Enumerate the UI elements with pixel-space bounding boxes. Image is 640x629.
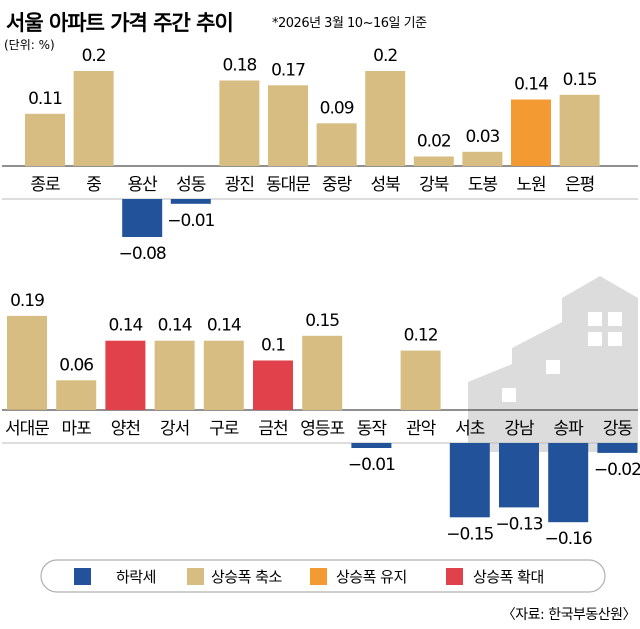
category-label-송파: 송파 — [554, 419, 585, 439]
category-label-중랑: 중랑 — [322, 175, 353, 195]
value-label-동대문: 0.17 — [271, 60, 305, 80]
value-label-중: 0.2 — [82, 46, 106, 66]
bar-성동 — [170, 199, 211, 204]
bar-중랑 — [316, 123, 357, 167]
value-label-영등포: 0.15 — [305, 311, 339, 331]
value-label-송파: −0.16 — [545, 529, 592, 549]
value-label-구로: 0.14 — [207, 316, 241, 336]
bar-은평 — [559, 94, 600, 167]
bar-도봉 — [462, 151, 503, 167]
category-label-구로: 구로 — [209, 419, 239, 439]
bar-강서 — [154, 340, 195, 410]
category-label-관악: 관악 — [406, 419, 437, 439]
bar-광진 — [219, 80, 260, 166]
bar-양천 — [105, 340, 146, 410]
category-label-금천: 금천 — [258, 419, 287, 439]
legend-label-expand: 상승폭 확대 — [473, 568, 544, 586]
category-label-노원: 노원 — [516, 175, 545, 195]
value-label-관악: 0.12 — [404, 326, 438, 346]
category-label-성동: 성동 — [176, 175, 206, 195]
legend-swatch-expand — [446, 568, 463, 585]
category-label-강북: 강북 — [419, 175, 449, 195]
bar-강남 — [499, 443, 539, 508]
category-label-용산: 용산 — [128, 175, 159, 195]
chart-subtitle: *2026년 3월 10~16일 기준 — [272, 16, 427, 31]
category-label-종로: 종로 — [30, 175, 60, 195]
value-label-서초: −0.15 — [446, 524, 493, 544]
bar-서초 — [449, 443, 490, 518]
bar-금천 — [253, 360, 293, 410]
value-label-용산: −0.08 — [119, 244, 166, 264]
value-label-마포: 0.06 — [59, 355, 93, 375]
bar-송파 — [548, 443, 589, 523]
legend-label-maintain: 상승폭 유지 — [336, 568, 407, 586]
value-label-종로: 0.11 — [28, 89, 62, 109]
value-label-광진: 0.18 — [222, 56, 256, 76]
value-label-강서: 0.14 — [158, 316, 192, 336]
category-label-마포: 마포 — [62, 419, 92, 439]
legend-swatch-shrink — [187, 568, 204, 585]
bar-강동 — [597, 443, 638, 453]
value-label-강북: 0.02 — [417, 132, 451, 152]
bar-종로 — [25, 113, 65, 167]
bar-영등포 — [302, 335, 343, 411]
bar-서대문 — [7, 315, 47, 410]
bar-마포 — [56, 380, 97, 410]
legend: 하락세 상승폭 축소 상승폭 유지 상승폭 확대 — [40, 559, 606, 593]
category-label-서초: 서초 — [455, 419, 485, 439]
category-label-영등포: 영등포 — [300, 419, 344, 439]
category-label-강서: 강서 — [160, 419, 189, 439]
value-label-은평: 0.15 — [563, 70, 597, 90]
bar-중 — [73, 71, 114, 166]
value-label-서대문: 0.19 — [10, 291, 44, 311]
legend-label-down: 하락세 — [116, 568, 156, 586]
value-label-양천: 0.14 — [108, 316, 142, 336]
value-label-동작: −0.01 — [348, 455, 395, 475]
value-label-성북: 0.2 — [373, 46, 397, 66]
category-label-성북: 성북 — [371, 175, 401, 195]
house-decoration — [468, 276, 638, 452]
bar-성북 — [365, 71, 406, 166]
category-label-광진: 광진 — [225, 175, 254, 195]
category-label-중: 중 — [86, 175, 101, 195]
bar-노원 — [511, 99, 551, 166]
category-label-양천: 양천 — [111, 419, 140, 439]
value-label-노원: 0.14 — [514, 75, 548, 95]
legend-label-shrink: 상승폭 축소 — [211, 568, 282, 586]
value-label-중랑: 0.09 — [320, 98, 354, 118]
category-label-도봉: 도봉 — [468, 175, 498, 195]
category-label-동대문: 동대문 — [266, 175, 310, 195]
bar-용산 — [122, 199, 163, 237]
chart-title: 서울 아파트 가격 주간 추이 — [6, 11, 233, 35]
category-label-강남: 강남 — [504, 419, 535, 439]
category-label-서대문: 서대문 — [5, 419, 49, 439]
unit-label: (단위: %) — [4, 38, 55, 52]
category-label-동작: 동작 — [357, 419, 388, 439]
bar-동대문 — [268, 85, 308, 167]
value-label-강동: −0.02 — [594, 460, 640, 480]
value-label-금천: 0.1 — [261, 336, 285, 356]
bar-동작 — [351, 443, 392, 448]
category-label-강동: 강동 — [603, 419, 633, 439]
value-label-성동: −0.01 — [167, 211, 214, 231]
category-label-은평: 은평 — [565, 175, 594, 195]
bar-관악 — [400, 350, 441, 410]
value-label-강남: −0.13 — [495, 514, 542, 534]
legend-swatch-down — [74, 568, 91, 585]
source-note: 〈자료: 한국부동산원〉 — [502, 607, 636, 623]
bar-강북 — [413, 156, 454, 166]
value-label-도봉: 0.03 — [465, 127, 499, 147]
legend-swatch-maintain — [310, 568, 327, 585]
bar-구로 — [203, 340, 244, 410]
